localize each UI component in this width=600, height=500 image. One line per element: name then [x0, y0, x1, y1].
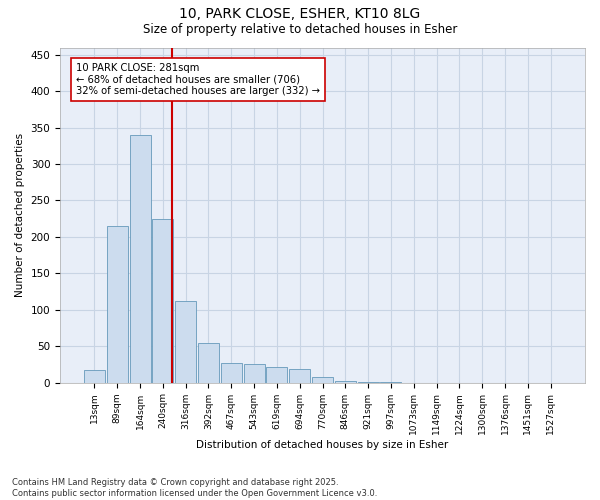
Bar	[289, 370, 310, 382]
Bar	[175, 301, 196, 382]
Text: Contains HM Land Registry data © Crown copyright and database right 2025.
Contai: Contains HM Land Registry data © Crown c…	[12, 478, 377, 498]
Bar	[266, 366, 287, 382]
Text: 10, PARK CLOSE, ESHER, KT10 8LG: 10, PARK CLOSE, ESHER, KT10 8LG	[179, 8, 421, 22]
Bar	[221, 363, 242, 382]
Bar	[244, 364, 265, 382]
Bar	[152, 218, 173, 382]
X-axis label: Distribution of detached houses by size in Esher: Distribution of detached houses by size …	[196, 440, 449, 450]
Bar	[84, 370, 105, 382]
Bar	[130, 135, 151, 382]
Bar	[335, 381, 356, 382]
Bar	[312, 378, 333, 382]
Text: 10 PARK CLOSE: 281sqm
← 68% of detached houses are smaller (706)
32% of semi-det: 10 PARK CLOSE: 281sqm ← 68% of detached …	[76, 62, 320, 96]
Bar	[107, 226, 128, 382]
Bar	[198, 342, 219, 382]
Text: Size of property relative to detached houses in Esher: Size of property relative to detached ho…	[143, 22, 457, 36]
Y-axis label: Number of detached properties: Number of detached properties	[15, 133, 25, 297]
